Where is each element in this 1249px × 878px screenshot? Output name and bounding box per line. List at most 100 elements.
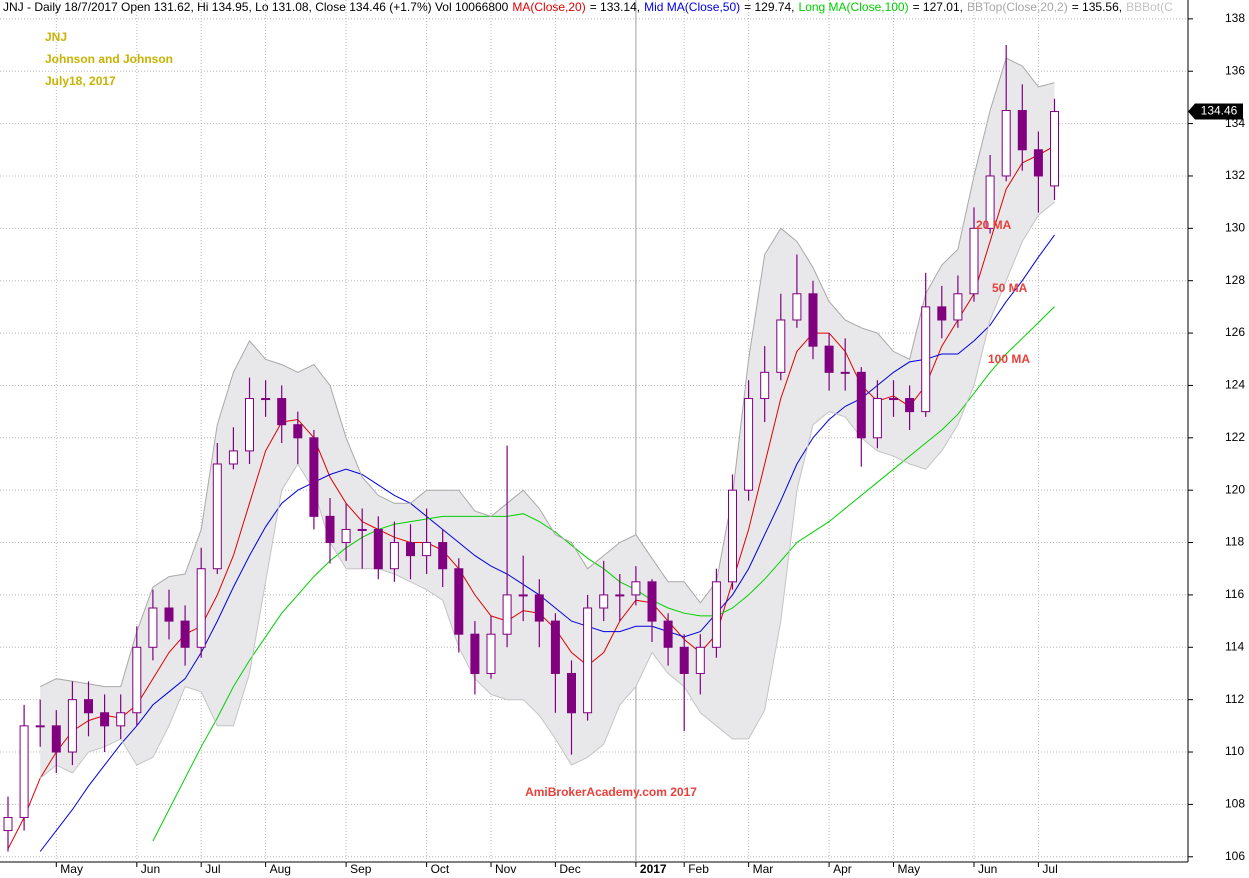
candle-body — [357, 528, 367, 531]
x-tick-label: Oct — [431, 862, 450, 876]
header: JNJ - Daily 18/7/2017 Open 131.62, Hi 13… — [3, 0, 1173, 14]
y-tick-label: 128 — [1225, 273, 1245, 287]
candle-body — [550, 620, 560, 674]
candle-body — [905, 398, 915, 413]
y-tick-label: 126 — [1225, 325, 1245, 339]
y-tick-label: 120 — [1225, 482, 1245, 496]
candle-body — [84, 699, 93, 714]
candle-body — [889, 398, 898, 401]
candle-body — [51, 725, 61, 753]
x-tick-label: Aug — [270, 862, 291, 876]
indicator-line — [39, 57, 1055, 688]
y-tick-label: 114 — [1225, 639, 1244, 653]
candle-body — [454, 568, 464, 635]
candle-body — [937, 306, 947, 321]
candle-body — [1001, 109, 1011, 177]
header-series-readout: = 127.01, — [913, 0, 963, 14]
candle-body — [1033, 149, 1043, 177]
header-series-readout: = 129.74, — [744, 0, 794, 14]
candle-body — [1050, 111, 1059, 187]
y-tick-label: 110 — [1225, 744, 1244, 758]
y-tick-label: 112 — [1225, 692, 1244, 706]
candle-body — [969, 227, 979, 295]
candle-body — [389, 542, 399, 570]
candle-body — [35, 725, 45, 728]
y-tick-label: 118 — [1225, 535, 1244, 549]
chart-title: JNJ — [45, 30, 67, 44]
candle-body — [679, 646, 689, 674]
x-tick-label: Dec — [559, 862, 580, 876]
header-series-name: BBTop(Close,20,2) — [967, 0, 1068, 14]
candle-body — [228, 450, 238, 465]
annotation: 100 MA — [988, 352, 1030, 366]
candle-body — [132, 646, 142, 714]
header-series-name: Long MA(Close,100) — [799, 0, 909, 14]
x-tick-label: Feb — [688, 862, 709, 876]
candle-body — [808, 293, 818, 347]
x-tick-label: Mar — [753, 862, 774, 876]
x-tick-label: May — [60, 862, 83, 876]
candle-body — [373, 528, 383, 570]
x-tick-label: Nov — [495, 862, 516, 876]
header-info: JNJ - Daily 18/7/2017 Open 131.62, Hi 13… — [3, 0, 509, 14]
candle-body — [840, 371, 850, 374]
candle-body — [518, 594, 528, 597]
candle-body — [792, 293, 802, 321]
candle-body — [872, 398, 882, 439]
candle-body — [824, 345, 834, 373]
candle-body — [341, 528, 351, 544]
candle-body — [486, 633, 496, 674]
last-price-tag — [1188, 103, 1243, 120]
candle-body — [695, 646, 705, 674]
candle-body — [100, 712, 110, 727]
y-tick-label: 132 — [1225, 168, 1245, 182]
candle-body — [245, 398, 254, 452]
candle-body — [422, 542, 432, 557]
chart-title: Johnson and Johnson — [45, 52, 173, 66]
y-tick-label: 116 — [1225, 587, 1244, 601]
annotation: AmiBrokerAcademy.com 2017 — [525, 785, 697, 799]
candle-body — [856, 371, 866, 439]
candle-body — [67, 699, 77, 753]
x-tick-label: Jun — [978, 862, 997, 876]
candle-body — [921, 306, 931, 413]
header-series-name: MA(Close,20) — [512, 0, 585, 14]
candle-body — [309, 437, 319, 517]
last-price-label: 134.46 — [1201, 104, 1238, 118]
y-tick-label: 108 — [1225, 797, 1245, 811]
candle-body — [760, 371, 770, 400]
candle-body — [599, 594, 609, 609]
y-tick-label: 136 — [1225, 63, 1245, 77]
header-series-readout: = 133.14, — [590, 0, 640, 14]
candles — [3, 45, 1059, 852]
y-tick-label: 106 — [1225, 849, 1245, 863]
candle-body — [116, 712, 126, 727]
candle-body — [196, 568, 206, 648]
candle-body — [406, 542, 415, 557]
chart-title: July18, 2017 — [45, 74, 116, 88]
candle-body — [534, 594, 544, 622]
candle-body — [985, 175, 995, 229]
candle-body — [19, 725, 29, 818]
candle-body — [438, 542, 448, 570]
candle-body — [502, 594, 512, 635]
annotation: 20 MA — [976, 218, 1012, 232]
candle-body — [180, 620, 190, 648]
header-series-name: Mid MA(Close,50) — [644, 0, 740, 14]
annotation: 50 MA — [992, 281, 1028, 295]
candle-body — [470, 633, 480, 674]
band-fill — [40, 58, 1055, 779]
x-tick-label: Sep — [350, 862, 372, 876]
candle-body — [663, 620, 673, 648]
candle-body — [567, 672, 576, 714]
candle-body — [711, 581, 721, 648]
x-tick-label: Jun — [141, 862, 160, 876]
candle-body — [277, 398, 287, 426]
candle-body — [953, 293, 963, 321]
candle-body — [3, 816, 13, 832]
y-tick-label: 130 — [1225, 221, 1245, 235]
candle-body — [1017, 109, 1027, 151]
x-tick-label: 2017 — [640, 862, 667, 876]
